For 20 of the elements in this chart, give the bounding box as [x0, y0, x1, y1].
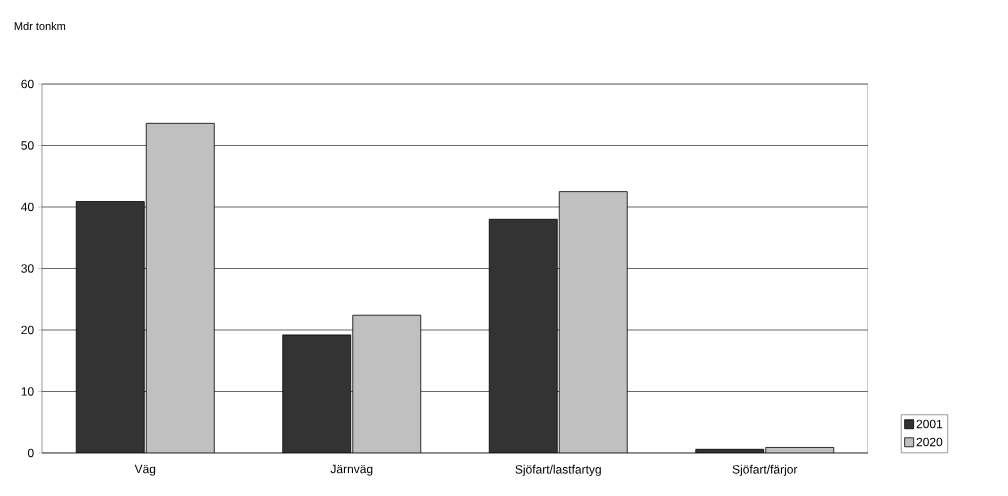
y-tick-label: 20	[21, 325, 34, 335]
x-tick-label: Väg	[134, 464, 156, 476]
bar	[145, 122, 215, 453]
bar	[558, 191, 628, 453]
y-tick-label: 0	[27, 448, 34, 458]
y-tick-label: 40	[21, 202, 34, 212]
y-tick-label: 50	[21, 141, 34, 150]
x-tick-label: Sjöfart/lastfartyg	[515, 464, 601, 477]
y-axis-title: Mdr tonkm	[14, 21, 66, 31]
legend-label: 2001	[916, 419, 943, 429]
legend-label: 2020	[916, 437, 943, 447]
x-tick-label: Järnväg	[330, 464, 373, 476]
bar	[282, 334, 352, 453]
y-tick-label: 30	[21, 264, 34, 273]
bar	[488, 218, 558, 453]
bar	[352, 314, 422, 453]
y-tick-label: 60	[21, 79, 34, 89]
x-tick-label: Sjöfart/färjor	[732, 464, 798, 477]
y-tick-label: 10	[21, 387, 34, 396]
bar	[75, 201, 145, 453]
